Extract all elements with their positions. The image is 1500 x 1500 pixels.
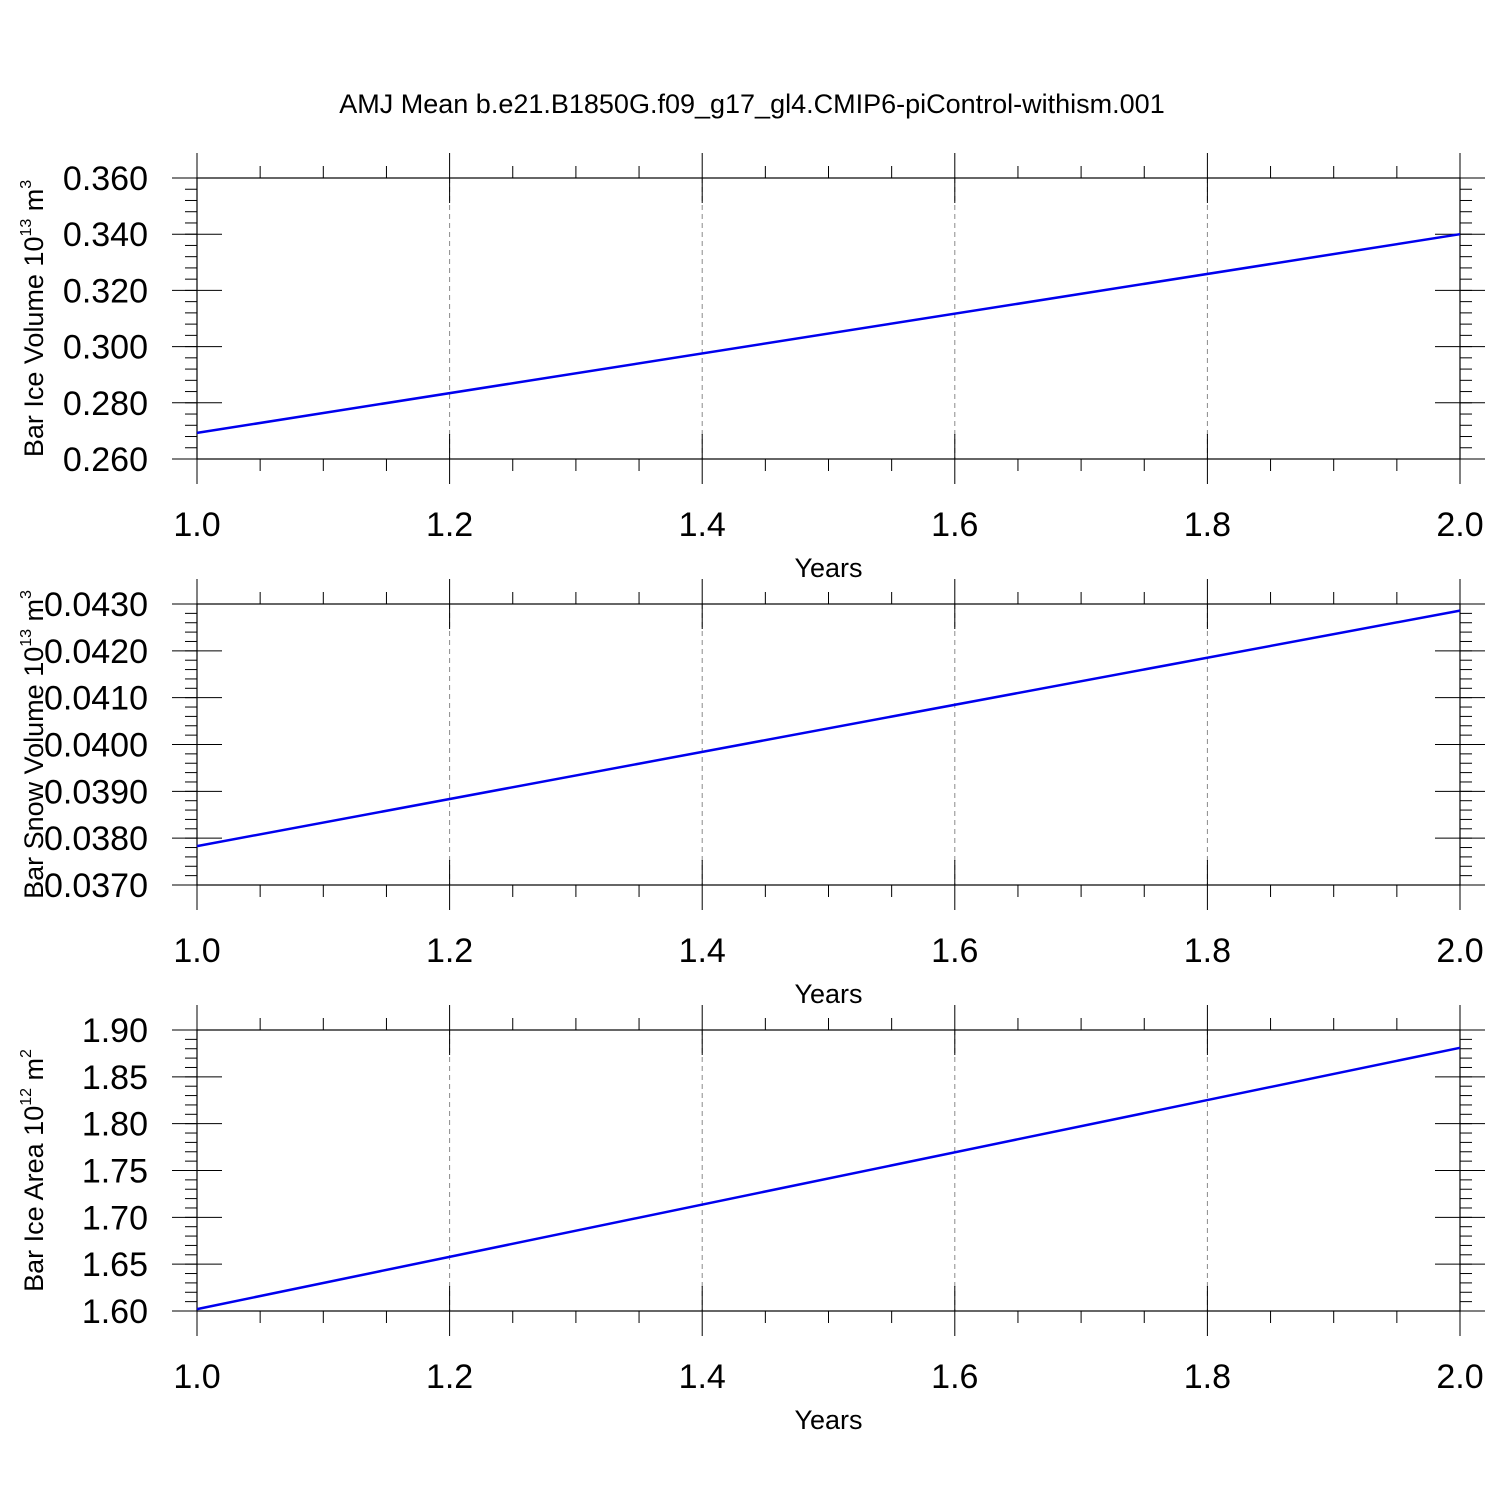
- panel-3: 1.60 1.65 1.70 1.75 1.80 1.85 1.90 1.0 1.2 1.4 1.6…: [18, 1005, 1485, 1435]
- y-tick-label: 1.85: [82, 1059, 148, 1097]
- y-tick-label: 0.260: [63, 441, 148, 479]
- y-tick-label: 1.80: [82, 1106, 148, 1144]
- y-tick-label: 0.0380: [44, 820, 148, 858]
- y-tick-label: 0.300: [63, 329, 148, 367]
- x-tick-label: 1.2: [426, 932, 473, 970]
- y-tick-label: 1.60: [82, 1293, 148, 1331]
- x-axis-label: Years: [794, 1405, 862, 1435]
- y-axis-label-unit: m: [19, 189, 49, 219]
- x-tick-label: 2.0: [1436, 932, 1483, 970]
- y-tick-label: 0.0430: [44, 586, 148, 624]
- y-axis-label-unit: m: [19, 1058, 49, 1088]
- x-tick-label: 1.2: [426, 506, 473, 544]
- x-tick-label: 1.4: [679, 932, 726, 970]
- y-tick-label: 0.280: [63, 385, 148, 423]
- y-axis-label-text: Bar Snow Volume 10: [19, 647, 49, 899]
- x-tick-label: 1.2: [426, 1358, 473, 1396]
- y-tick-label: 1.70: [82, 1199, 148, 1237]
- x-tick-label: 1.6: [931, 506, 978, 544]
- x-tick-label: 1.0: [173, 1358, 220, 1396]
- y-tick-label: 1.65: [82, 1246, 148, 1284]
- panel-2: 0.0370 0.0380 0.0390 0.0400 0.0410 0.0420 0.04…: [18, 579, 1485, 1009]
- x-tick-label: 1.6: [931, 932, 978, 970]
- y-axis-label-unit-exponent: 3: [18, 180, 35, 189]
- y-axis-label-unit-exponent: 3: [18, 590, 35, 599]
- panel-1: 0.260 0.280 0.300 0.320 0.340 0.360 1.0 1.2 1.4 1…: [18, 153, 1485, 583]
- x-tick-label: 1.0: [173, 932, 220, 970]
- x-tick-label: 1.4: [679, 506, 726, 544]
- x-tick-label: 1.6: [931, 1358, 978, 1396]
- y-tick-label: 0.360: [63, 160, 148, 198]
- x-tick-label: 1.8: [1184, 506, 1231, 544]
- x-axis-label: Years: [794, 553, 862, 583]
- x-tick-label: 2.0: [1436, 1358, 1483, 1396]
- y-axis-label-text: Bar Ice Area 10: [19, 1106, 49, 1292]
- y-axis-label-exponent: 13: [18, 629, 35, 647]
- series-line: [196, 232, 1461, 435]
- y-tick-label: 0.0400: [44, 727, 148, 765]
- y-axis-label-unit: m: [19, 599, 49, 629]
- y-axis-label: Bar Ice Volume 1013 m3: [18, 180, 49, 457]
- y-tick-label: 0.0370: [44, 867, 148, 905]
- x-tick-label: 2.0: [1436, 506, 1483, 544]
- y-axis-label-unit-exponent: 2: [18, 1049, 35, 1058]
- y-axis-label-exponent: 13: [18, 219, 35, 237]
- x-tick-label: 1.8: [1184, 1358, 1231, 1396]
- series-line: [196, 1046, 1461, 1311]
- y-tick-label: 0.0390: [44, 773, 148, 811]
- plot-frame: [196, 177, 1461, 460]
- x-tick-label: 1.0: [173, 506, 220, 544]
- y-axis-label: Bar Snow Volume 1013 m3: [18, 590, 49, 899]
- y-tick-label: 0.0420: [44, 633, 148, 671]
- x-tick-label: 1.4: [679, 1358, 726, 1396]
- series-line: [196, 609, 1461, 848]
- y-axis-label-exponent: 12: [18, 1088, 35, 1106]
- y-tick-label: 0.0410: [44, 680, 148, 718]
- y-tick-label: 1.75: [82, 1153, 148, 1191]
- y-tick-label: 0.340: [63, 216, 148, 254]
- y-axis-label-text: Bar Ice Volume 10: [19, 237, 49, 458]
- y-tick-label: 0.320: [63, 272, 148, 310]
- chart-title: AMJ Mean b.e21.B1850G.f09_g17_gl4.CMIP6-…: [339, 89, 1164, 119]
- x-tick-label: 1.8: [1184, 932, 1231, 970]
- y-tick-label: 1.90: [82, 1012, 148, 1050]
- x-axis-label: Years: [794, 979, 862, 1009]
- y-axis-label: Bar Ice Area 1012 m2: [18, 1049, 49, 1292]
